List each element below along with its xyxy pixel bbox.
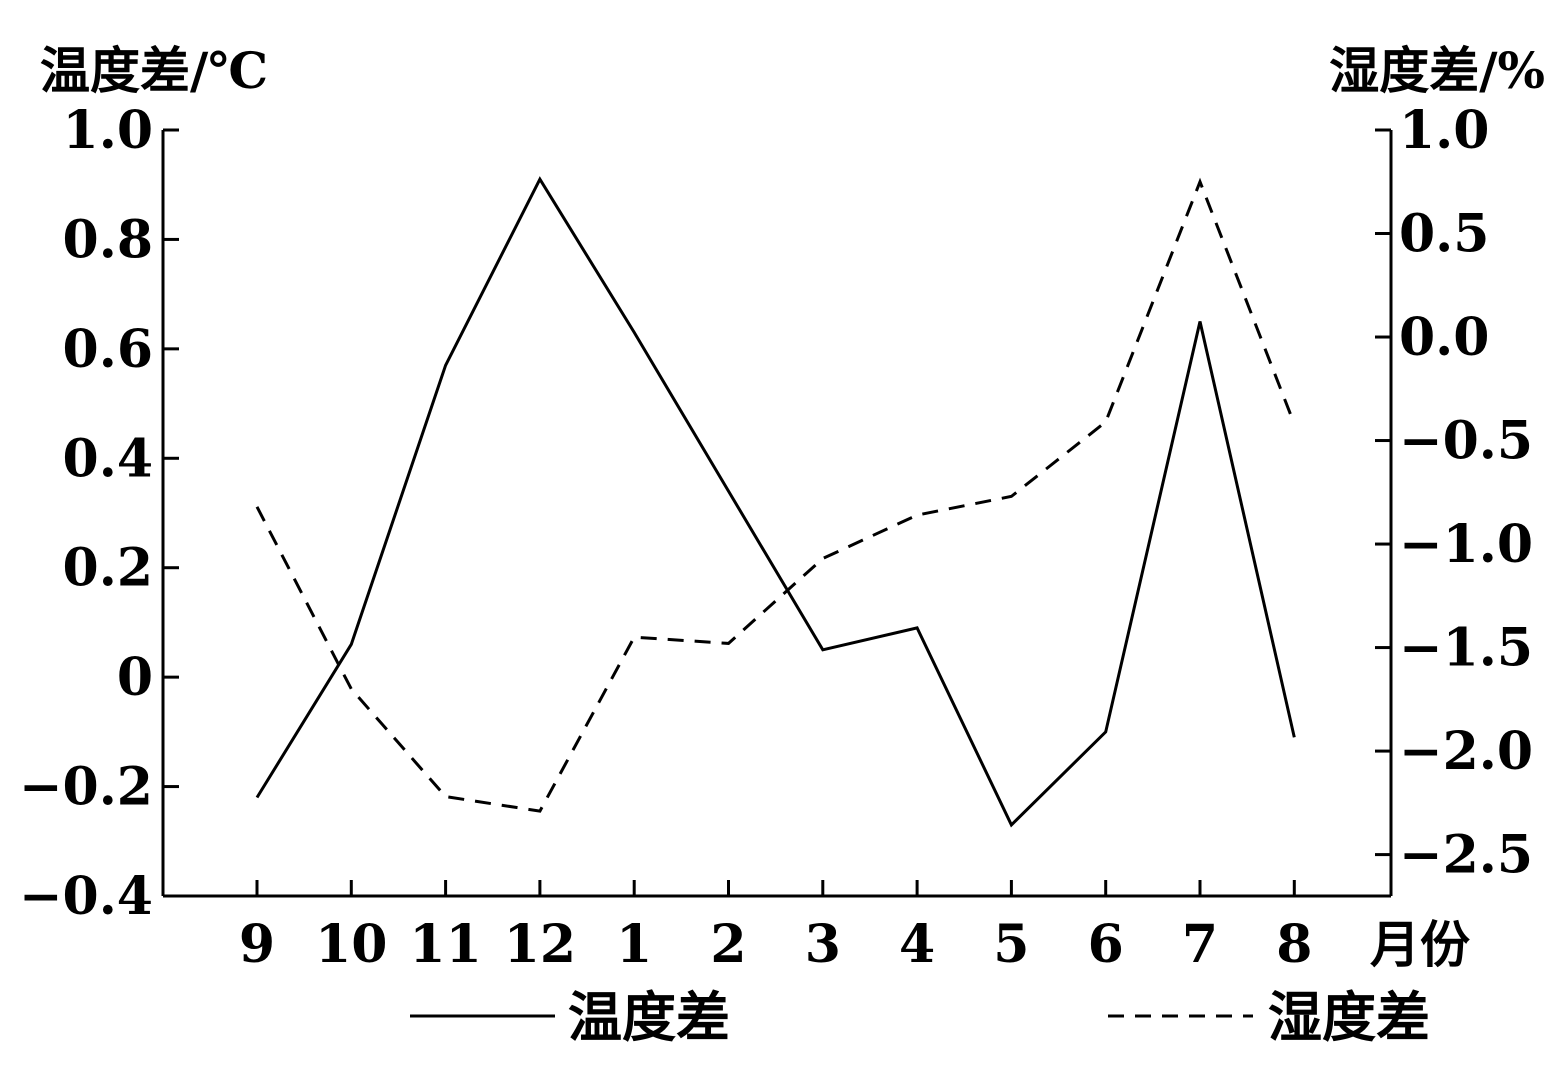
right-tick-label: −1.0 [1399, 514, 1533, 575]
right-axis-title: 湿度差/% [1329, 41, 1545, 100]
left-axis-title: 温度差/℃ [40, 41, 268, 100]
right-tick-label: 0.0 [1399, 307, 1489, 368]
legend-label-humidity: 湿度差 [1268, 985, 1430, 1049]
left-tick-label: 0.6 [63, 319, 153, 380]
x-tick-label: 4 [899, 914, 935, 975]
right-tick-label: 0.5 [1399, 204, 1489, 265]
left-tick-label: −0.2 [19, 757, 153, 818]
x-tick-label: 7 [1182, 914, 1218, 975]
right-tick-label: −1.5 [1399, 618, 1533, 679]
x-tick-label: 8 [1276, 914, 1312, 975]
x-tick-label: 2 [710, 914, 746, 975]
x-tick-label: 11 [409, 914, 481, 975]
x-tick-label: 1 [616, 914, 652, 975]
x-tick-label: 9 [239, 914, 275, 975]
left-tick-label: −0.4 [19, 866, 153, 927]
legend-label-temperature: 温度差 [568, 985, 730, 1049]
x-tick-label: 12 [504, 914, 576, 975]
x-axis-ticks: 9 10 11 12 1 2 3 4 5 6 7 8 [239, 880, 1312, 975]
left-tick-label: 0.8 [63, 209, 153, 270]
left-tick-label: 1.0 [63, 100, 153, 161]
left-tick-label: 0.4 [63, 428, 153, 489]
humidity-difference-line [255, 177, 1296, 813]
left-axis-ticks: 1.0 0.8 0.6 0.4 0.2 0 −0.2 −0.4 [19, 100, 179, 927]
right-tick-label: −2.5 [1399, 825, 1533, 886]
x-tick-label: 10 [315, 914, 387, 975]
series-layer [255, 176, 1296, 828]
x-tick-label: 3 [805, 914, 841, 975]
right-tick-label: −2.0 [1399, 721, 1533, 782]
left-tick-label: 0 [117, 647, 153, 708]
left-tick-label: 0.2 [63, 538, 153, 599]
right-tick-label: 1.0 [1399, 100, 1489, 161]
legend: 温度差 湿度差 [410, 985, 1430, 1049]
x-axis-title: 月份 [1370, 915, 1470, 974]
x-tick-label: 5 [993, 914, 1029, 975]
temperature-difference-line [255, 176, 1296, 828]
x-tick-label: 6 [1088, 914, 1124, 975]
right-axis-ticks: 1.0 0.5 0.0 −0.5 −1.0 −1.5 −2.0 −2.5 [1375, 100, 1533, 886]
right-tick-label: −0.5 [1399, 411, 1533, 472]
